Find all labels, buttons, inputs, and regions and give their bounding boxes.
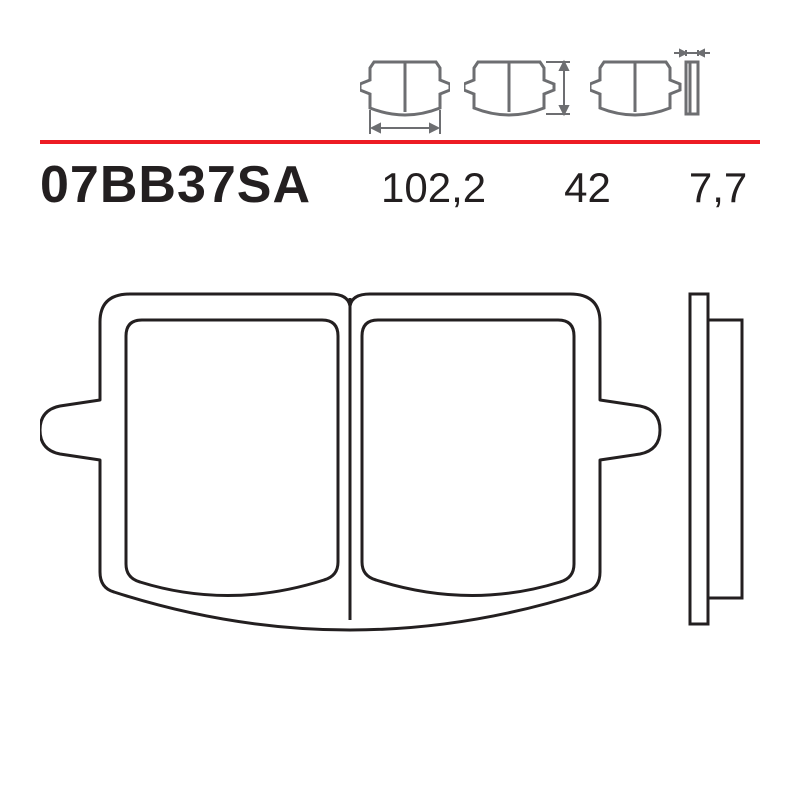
main-diagram <box>40 270 760 710</box>
part-number: 07BB37SA <box>40 155 311 215</box>
dim-thickness: 7,7 <box>689 164 747 212</box>
dim-height: 42 <box>564 164 611 212</box>
dimension-key-icons <box>360 48 714 136</box>
dim-width: 102,2 <box>381 164 486 212</box>
front-view <box>40 294 660 630</box>
dim-width-icon <box>360 48 450 136</box>
dimensions: 102,2 42 7,7 <box>311 164 760 212</box>
side-view <box>690 294 742 624</box>
dim-height-icon <box>464 48 576 136</box>
separator-rule <box>40 140 760 144</box>
spec-row: 07BB37SA 102,2 42 7,7 <box>40 155 760 215</box>
dim-thickness-icon <box>590 48 714 136</box>
spec-figure: 07BB37SA 102,2 42 7,7 <box>0 0 800 800</box>
